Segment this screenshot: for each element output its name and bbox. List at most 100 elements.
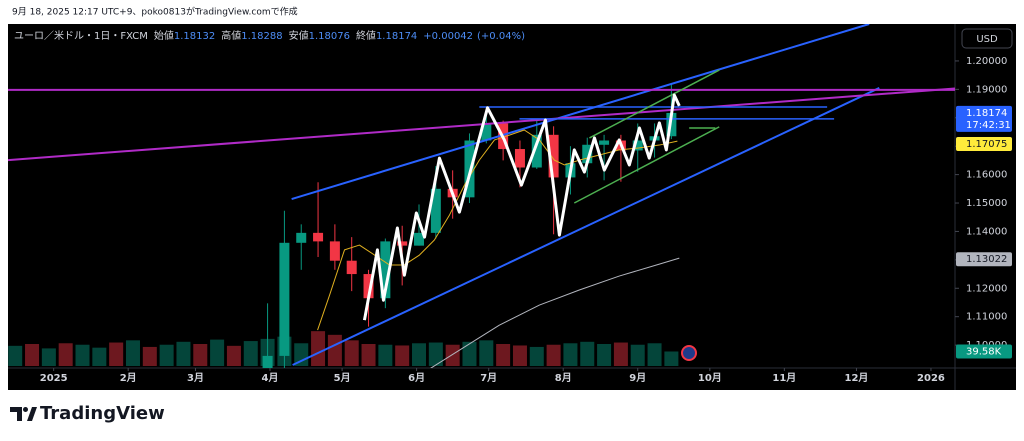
volume-bar	[226, 345, 241, 366]
price-badge-label: 1.17075	[966, 139, 1007, 150]
volume-bar	[210, 339, 225, 366]
volume-bar	[496, 344, 511, 366]
candle-body	[632, 140, 643, 151]
header-text: 終値	[356, 29, 376, 42]
header-text: (+0.04%)	[477, 31, 525, 42]
x-tick-label: 12月	[844, 372, 868, 384]
drawing-line	[573, 126, 720, 204]
candle-body	[531, 134, 542, 168]
y-tick-label: 1.12000	[966, 283, 1007, 294]
x-tick-label: 10月	[698, 372, 722, 384]
y-tick-label: 1.14000	[966, 226, 1007, 237]
candle-body	[279, 242, 290, 356]
volume-bar	[58, 343, 73, 366]
candle-body	[329, 241, 340, 261]
caption: 9月 18, 2025 12:17 UTC+9、poko0813がTrading…	[12, 6, 298, 18]
drawing-line	[430, 257, 680, 368]
candle-body	[363, 274, 374, 299]
candle-body	[599, 140, 610, 145]
volume-bar	[142, 346, 157, 366]
candle-body	[313, 232, 324, 242]
candle-body	[397, 241, 408, 246]
x-tick-label: 5月	[334, 372, 351, 384]
x-tick-label: 8月	[555, 372, 572, 384]
volume-bar	[92, 347, 107, 366]
volume-bar	[462, 341, 477, 366]
x-tick-label: 4月	[262, 372, 279, 384]
volume-bar	[176, 341, 191, 366]
chart-background	[8, 24, 1016, 390]
price-badge-label: 1.13022	[966, 254, 1007, 265]
currency-button[interactable]	[961, 28, 1013, 49]
y-tick-label: 1.20000	[966, 56, 1007, 67]
candle-body	[548, 134, 559, 178]
x-tick-label: 7月	[480, 372, 497, 384]
header-text: 安値	[289, 29, 309, 42]
volume-bar	[580, 341, 595, 366]
drawing-line	[291, 24, 870, 201]
price-badge	[956, 252, 1012, 267]
event-icon[interactable]	[681, 345, 697, 361]
volume-bar	[597, 344, 612, 366]
candle-body	[514, 149, 525, 168]
x-tick-label: 6月	[408, 372, 425, 384]
candle-body	[296, 232, 307, 243]
candle-body	[481, 123, 492, 141]
volume-bar	[395, 345, 410, 366]
x-tick-label: 2月	[120, 372, 137, 384]
volume-bar	[613, 342, 628, 366]
volume-bar	[41, 348, 56, 366]
volume-bar	[445, 344, 460, 366]
volume-bar	[344, 340, 359, 366]
header-text: +0.00042	[423, 31, 473, 42]
header-text: 1.18174	[376, 31, 417, 42]
currency-label: USD	[976, 34, 998, 45]
volume-bar	[75, 344, 90, 366]
volume-bar	[125, 340, 140, 366]
symbol-header: ユーロ／米ドル・1日・FXCM 始値1.18132 高値1.18288 安値1.180…	[14, 29, 525, 42]
volume-bar	[193, 344, 208, 366]
x-tick-label: 2025	[40, 373, 68, 384]
header-text: 始値	[154, 29, 174, 42]
volume-bar	[311, 331, 326, 366]
volume-bar	[529, 346, 544, 366]
candle-body	[582, 144, 593, 164]
price-badge	[956, 105, 1012, 132]
price-badge	[956, 137, 1012, 152]
candle-body	[262, 355, 273, 368]
y-tick-label: 1.15000	[966, 198, 1007, 209]
header-text: 1.18076	[309, 31, 350, 42]
volume-bar	[109, 342, 124, 366]
volume-badge-label: 39.58K	[966, 346, 1002, 357]
header-text: ユーロ／米ドル・1日・FXCM	[14, 29, 148, 42]
header-text: 1.18288	[241, 31, 282, 42]
header-text: 高値	[221, 29, 241, 42]
volume-bar	[243, 341, 258, 366]
plot-area	[8, 24, 955, 368]
volume-bar	[25, 344, 40, 366]
drawing-line	[292, 87, 880, 366]
candle-body	[414, 232, 425, 246]
x-tick-label: 2026	[917, 373, 945, 384]
drawing-line	[317, 129, 678, 331]
volume-bar	[512, 345, 527, 366]
candle-body	[346, 260, 357, 275]
drawing-line	[362, 93, 681, 321]
x-tick-label: 3月	[187, 372, 204, 384]
candle-body	[380, 241, 391, 299]
volume-bar	[664, 351, 679, 366]
volume-bar	[428, 342, 443, 366]
x-tick-label: 9月	[629, 372, 646, 384]
volume-badge	[956, 344, 1012, 359]
volume-bar	[546, 344, 561, 366]
volume-bar	[159, 344, 174, 366]
volume-bar	[378, 344, 393, 366]
candle-body	[430, 188, 441, 233]
logo-mark	[10, 407, 37, 421]
x-tick-label: 11月	[772, 372, 796, 384]
y-tick-label: 1.16000	[966, 170, 1007, 181]
drawing-line	[589, 69, 720, 139]
volume-bar	[361, 344, 376, 366]
price-badge-label: 1.18174	[966, 108, 1007, 119]
